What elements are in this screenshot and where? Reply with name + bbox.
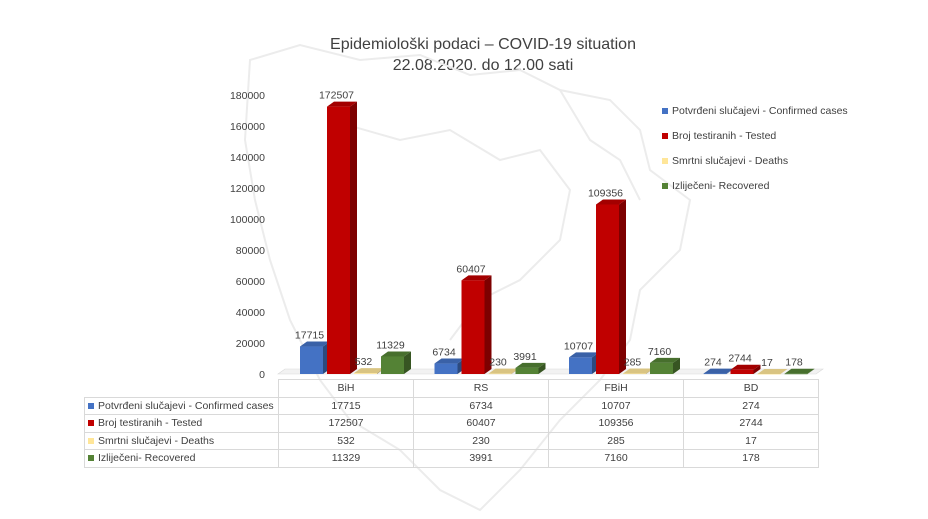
table-cell: 6734 (413, 396, 549, 415)
data-label: 6734 (432, 347, 456, 359)
legend-swatch (662, 182, 668, 189)
bar-RS-3 (515, 362, 546, 374)
table-column-header: BD (683, 379, 819, 398)
y-tick-label: 180000 (230, 90, 265, 102)
table-column-header: RS (413, 379, 549, 398)
y-tick-label: 120000 (230, 183, 265, 195)
table-cell: 285 (548, 431, 684, 450)
table-cell: 109356 (548, 414, 684, 433)
map-watermark (243, 43, 692, 512)
bar-BiH-3 (381, 351, 411, 374)
table-cell: 17 (683, 431, 819, 450)
y-tick-label: 80000 (236, 245, 265, 257)
table-row-label: Potvrđeni slučajevi - Confirmed cases (98, 399, 274, 412)
legend-item: Izliječeni- Recovered (662, 173, 848, 198)
table-row: Smrtni slučajevi - Deaths 532 230 285 17 (84, 431, 819, 450)
table-row-header: Izliječeni- Recovered (84, 449, 279, 468)
legend-swatch (88, 420, 94, 427)
table-row-label: Smrtni slučajevi - Deaths (98, 434, 215, 447)
data-label: 172507 (319, 90, 354, 102)
table-row: Potvrđeni slučajevi - Confirmed cases 177… (84, 396, 819, 415)
y-tick-label: 20000 (236, 338, 265, 350)
table-cell: 230 (413, 431, 549, 450)
legend-label: Smrtni slučajevi - Deaths (672, 154, 789, 167)
bar-FBiH-3 (650, 357, 680, 374)
data-label: 2744 (728, 353, 752, 365)
legend-label: Broj testiranih - Tested (672, 129, 777, 142)
y-tick-label: 100000 (230, 214, 265, 226)
table-cell: 7160 (548, 449, 684, 468)
data-label: 7160 (648, 346, 672, 358)
legend-swatch (88, 455, 94, 462)
table-cell: 11329 (278, 449, 414, 468)
legend-swatch (662, 132, 668, 139)
legend-swatch (662, 157, 668, 164)
data-label: 274 (704, 357, 722, 369)
table-row-label: Izliječeni- Recovered (98, 452, 196, 465)
table-cell: 2744 (683, 414, 819, 433)
data-label: 3991 (513, 351, 537, 363)
y-tick-label: 0 (259, 369, 265, 381)
bar-RS-0 (434, 358, 465, 374)
data-label: 178 (785, 357, 803, 369)
legend-label: Izliječeni- Recovered (672, 179, 770, 192)
legend-item: Smrtni slučajevi - Deaths (662, 148, 848, 173)
data-label: 17715 (295, 330, 324, 342)
table-cell: 178 (683, 449, 819, 468)
data-label: 532 (355, 356, 373, 368)
data-label: 60407 (456, 263, 485, 275)
data-label: 230 (489, 357, 507, 369)
bar-FBiH-0 (569, 352, 599, 374)
chart-legend: Potvrđeni slučajevi - Confirmed cases Bro… (662, 98, 848, 198)
table-cell: 274 (683, 396, 819, 415)
bar-BiH-1 (327, 101, 357, 375)
legend-swatch (88, 437, 94, 444)
y-tick-label: 160000 (230, 121, 265, 133)
table-cell: 172507 (278, 414, 414, 433)
table-row-header: Smrtni slučajevi - Deaths (84, 431, 279, 450)
chart-title-line: Epidemiološki podaci – COVID-19 situatio… (330, 36, 636, 53)
data-label: 285 (624, 357, 642, 369)
table-column-header: BiH (278, 379, 414, 398)
table-cell: 532 (278, 431, 414, 450)
table-cell: 60407 (413, 414, 549, 433)
table-row: Broj testiranih - Tested 172507 60407 10935… (84, 414, 819, 433)
bar-FBiH-1 (596, 199, 626, 374)
table-cell: 17715 (278, 396, 414, 415)
table-row-header: Potvrđeni slučajevi - Confirmed cases (84, 396, 279, 415)
y-tick-label: 40000 (236, 307, 265, 319)
table-column-header: FBiH (548, 379, 684, 398)
bar-BD-1 (730, 364, 761, 374)
chart-data-table: BiH RS FBiH BD Potvrđeni slučajevi - Confirm… (84, 379, 819, 468)
y-tick-label: 140000 (230, 152, 265, 164)
table-cell: 3991 (413, 449, 549, 468)
bar-RS-1 (461, 275, 492, 374)
table-corner (85, 380, 279, 398)
legend-item: Potvrđeni slučajevi - Confirmed cases (662, 98, 848, 123)
legend-label: Potvrđeni slučajevi - Confirmed cases (672, 104, 848, 117)
bar-BD-3 (784, 368, 815, 375)
data-label: 17 (761, 357, 773, 369)
data-label: 10707 (564, 340, 593, 352)
data-label: 11329 (376, 339, 405, 351)
table-row-label: Broj testiranih - Tested (98, 417, 203, 430)
table-row-header: Broj testiranih - Tested (84, 414, 279, 433)
bar-BiH-0 (300, 341, 330, 374)
legend-swatch (662, 107, 668, 114)
table-cell: 10707 (548, 396, 684, 415)
table-row: Izliječeni- Recovered 11329 3991 7160 178 (84, 449, 819, 468)
legend-item: Broj testiranih - Tested (662, 123, 848, 148)
bar-BD-2 (757, 368, 788, 375)
y-tick-label: 60000 (236, 276, 265, 288)
data-label: 109356 (588, 187, 623, 199)
legend-swatch (88, 402, 94, 409)
